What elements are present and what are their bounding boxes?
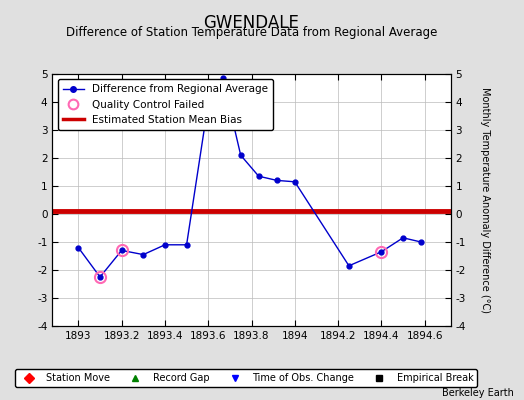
Text: Difference of Station Temperature Data from Regional Average: Difference of Station Temperature Data f… — [66, 26, 437, 39]
Legend: Difference from Regional Average, Quality Control Failed, Estimated Station Mean: Difference from Regional Average, Qualit… — [58, 79, 273, 130]
Legend: Station Move, Record Gap, Time of Obs. Change, Empirical Break: Station Move, Record Gap, Time of Obs. C… — [15, 369, 477, 387]
Text: GWENDALE: GWENDALE — [204, 14, 299, 32]
Y-axis label: Monthly Temperature Anomaly Difference (°C): Monthly Temperature Anomaly Difference (… — [480, 87, 490, 313]
Text: Berkeley Earth: Berkeley Earth — [442, 388, 514, 398]
